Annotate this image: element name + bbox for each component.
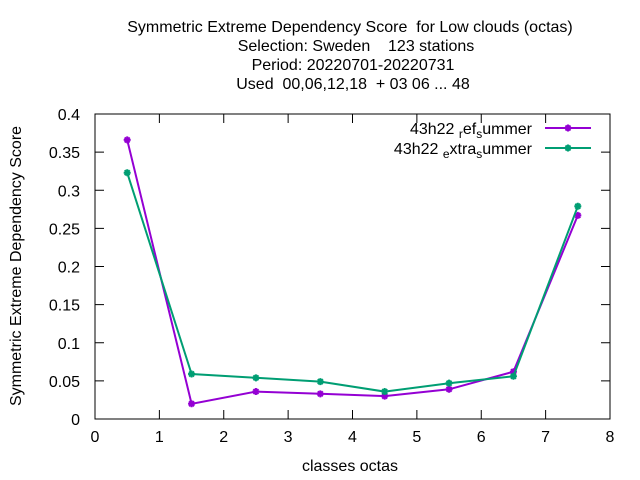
data-point [316, 378, 324, 386]
title-line-2: Selection: Sweden 123 stations [237, 38, 475, 55]
data-point [381, 388, 389, 396]
data-point [574, 202, 582, 210]
x-tick-label: 3 [284, 429, 293, 446]
y-axis: 0 0.05 0.1 0.15 0.2 0.25 0.3 0.35 0.4 [49, 107, 610, 429]
y-tick-label: 0.25 [49, 221, 80, 238]
data-point [316, 390, 324, 398]
x-tick-label: 1 [155, 429, 164, 446]
data-point [252, 388, 260, 396]
data-point [381, 392, 389, 400]
data-point [252, 374, 260, 382]
series-line [126, 139, 579, 405]
legend-item: 43h22 refsummer [410, 121, 591, 141]
y-tick-label: 0.1 [58, 336, 80, 353]
series-2 [123, 169, 582, 396]
plot-frame [94, 113, 611, 420]
title-line-4: Used 00,06,12,18 + 03 06 ... 48 [236, 76, 470, 93]
data-point [123, 169, 131, 177]
y-axis-label: Symmetric Extreme Dependency Score [8, 126, 25, 406]
x-tick-label: 6 [477, 429, 486, 446]
data-point [574, 211, 582, 219]
data-point [188, 400, 196, 408]
y-tick-label: 0.3 [58, 183, 80, 200]
plot-border [94, 113, 611, 420]
y-tick-label: 0.15 [49, 298, 80, 315]
y-tick-label: 0.4 [58, 107, 80, 124]
title-line-3: Period: 20220701-20220731 [251, 57, 455, 74]
y-tick-label: 0 [71, 412, 80, 429]
legend-label: 43h22 extrasummer [394, 141, 533, 161]
x-tick-label: 2 [219, 429, 228, 446]
legend-marker [564, 124, 572, 132]
y-tick-label: 0.35 [49, 145, 80, 162]
x-tick-label: 7 [541, 429, 550, 446]
series-line [126, 172, 579, 393]
legend-item: 43h22 extrasummer [394, 141, 591, 161]
data-point [445, 379, 453, 387]
data-point [188, 370, 196, 378]
series-layer [123, 136, 582, 408]
y-tick-label: 0.05 [49, 374, 80, 391]
data-point [445, 385, 453, 393]
x-tick-label: 5 [412, 429, 421, 446]
title-line-1: Symmetric Extreme Dependency Score for L… [127, 19, 573, 36]
x-axis-label: classes octas [302, 458, 398, 475]
x-axis: 0 1 2 3 4 5 6 7 8 [91, 114, 615, 446]
legend-marker [564, 144, 572, 152]
x-tick-label: 8 [606, 429, 615, 446]
series-1 [123, 136, 582, 408]
legend-label: 43h22 refsummer [410, 121, 533, 141]
y-tick-label: 0.2 [58, 260, 80, 277]
x-tick-label: 4 [348, 429, 357, 446]
x-tick-label: 0 [91, 429, 100, 446]
data-point [509, 368, 517, 376]
data-point [509, 372, 517, 380]
data-point [123, 136, 131, 144]
